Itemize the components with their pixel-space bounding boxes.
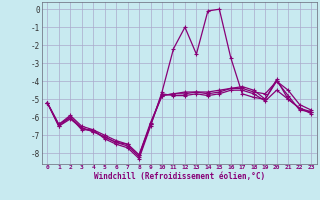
X-axis label: Windchill (Refroidissement éolien,°C): Windchill (Refroidissement éolien,°C)	[94, 172, 265, 181]
